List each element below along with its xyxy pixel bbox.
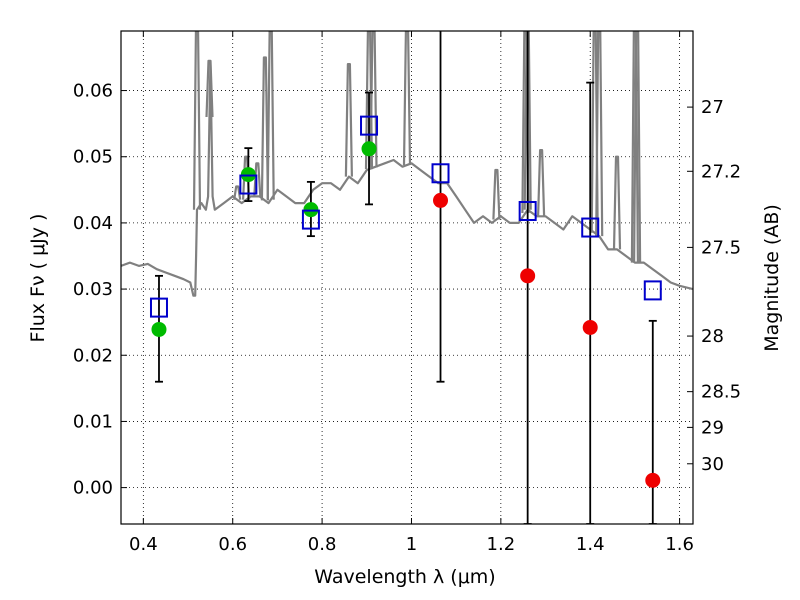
y2-tick-label: 29 <box>701 417 724 438</box>
model-photometry-square <box>581 217 600 238</box>
y-tick-label: 0.06 <box>73 81 113 102</box>
model-photometry-square <box>301 209 320 230</box>
x-tick-label: 0.4 <box>129 534 158 555</box>
emission-line-spike <box>492 168 501 220</box>
plot-marks <box>121 31 693 524</box>
y-tick-label: 0.02 <box>73 345 113 366</box>
y-tick-label: 0.00 <box>73 478 113 499</box>
y2-tick-label: 27 <box>701 97 724 118</box>
emission-line-spike <box>205 59 214 118</box>
x-tick-label: 0.6 <box>218 534 247 555</box>
x-tick-label: 1.6 <box>665 534 694 555</box>
model-photometry-square <box>643 280 662 301</box>
detected-point <box>361 141 377 157</box>
emission-line-spike <box>260 56 269 201</box>
x-tick-label: 1.4 <box>576 534 605 555</box>
y2-axis-label: Magnitude (AB) <box>761 204 783 352</box>
emission-line-spike <box>523 31 532 210</box>
emission-line-spike <box>537 149 546 217</box>
y-tick-label: 0.01 <box>73 411 113 432</box>
y-tick-label: 0.05 <box>73 147 113 168</box>
y-tick-label: 0.04 <box>73 213 113 234</box>
emission-line-spike <box>233 185 242 200</box>
y2-tick-label: 28 <box>701 326 724 347</box>
emission-line-spike <box>612 155 622 250</box>
emission-line-spike <box>192 31 202 210</box>
plot-frame <box>120 30 694 525</box>
y2-tick-label: 30 <box>701 454 724 475</box>
emission-line-spike <box>344 62 353 177</box>
model-photometry-square <box>239 174 258 195</box>
emission-line-spike <box>402 31 412 166</box>
axes: 0.4 0.6 0.8 1 1.2 1.4 1.6 0.00 0.01 0.02 0.03 0.04 0… <box>73 31 741 555</box>
y2-tick-label: 27.5 <box>701 237 741 258</box>
x-tick-label: 1 <box>406 534 417 555</box>
nondetected-point <box>645 472 661 488</box>
detected-point <box>151 321 167 337</box>
nondetected-point <box>433 192 449 208</box>
emission-line-spike <box>369 31 378 168</box>
nondetected-point <box>520 268 536 284</box>
model-photometry-square <box>518 200 537 221</box>
y2-tick-label: 27.2 <box>701 161 741 182</box>
emission-line-spike <box>253 162 262 197</box>
y-tick-label: 0.03 <box>73 279 113 300</box>
model-photometry-square <box>431 163 450 184</box>
x-tick-label: 1.2 <box>487 534 516 555</box>
emission-line-spike <box>630 31 639 263</box>
y2-tick-label: 28.5 <box>701 382 741 403</box>
emission-line-spike <box>633 31 642 263</box>
model-photometry-square <box>360 115 379 136</box>
nondetected-point <box>582 319 598 335</box>
model-photometry-square <box>149 297 168 318</box>
emission-line-spike <box>595 31 604 237</box>
y-axis-label: Flux Fν ( μJy ) <box>27 214 49 343</box>
emission-line-spike <box>266 31 275 200</box>
x-tick-label: 0.8 <box>308 534 337 555</box>
x-axis-label: Wavelength λ (μm) <box>314 566 495 588</box>
